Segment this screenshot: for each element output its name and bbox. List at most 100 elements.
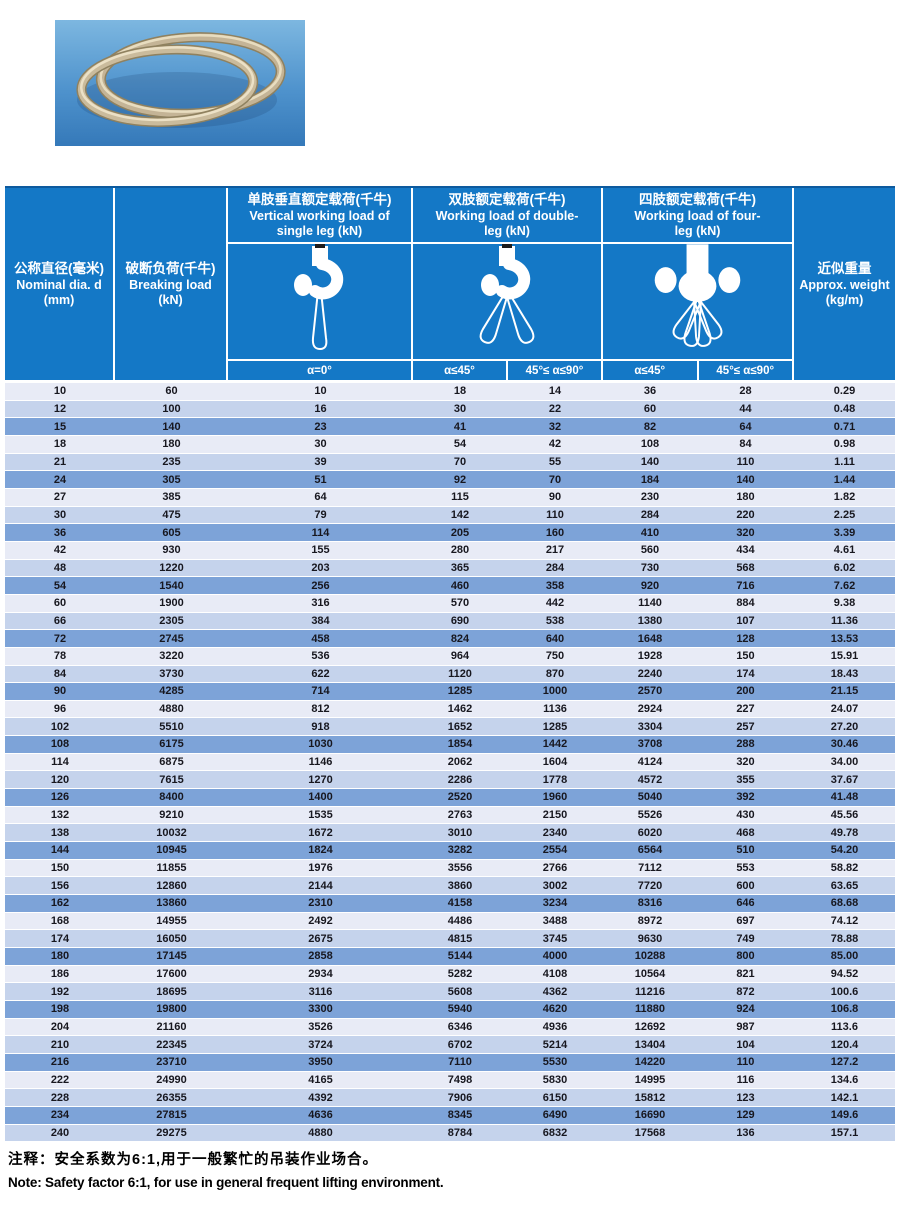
table-cell: 63.65 [830,879,859,892]
double-leg-angle-label-1: α≤45° [413,361,508,380]
table-row: 216 23710 3950 7110 5530 14220 110 127.2 [5,1053,895,1072]
table-cell: 30.46 [830,738,859,751]
table-cell: 15 [53,420,67,433]
table-cell: 168 [50,915,70,928]
table-cell: 1976 [308,862,333,875]
table-cell: 5282 [447,967,473,980]
table-row: 144 10945 1824 3282 2554 6564 510 54.20 [5,842,895,860]
table-cell: 142 [450,508,470,521]
table-cell: 18 [453,385,467,398]
table-cell: 17145 [156,950,187,963]
table-cell: 4636 [308,1109,333,1122]
four-leg-angle-label-2: 45°≤ α≤90° [716,364,775,377]
table-cell: 1000 [542,685,568,698]
table-cell: 150 [50,862,70,875]
table-cell: 3526 [308,1020,333,1033]
table-cell: 162 [50,897,70,910]
table-cell: 22345 [156,1038,187,1051]
table-row: 114 6875 1146 2062 1604 4124 320 34.00 [5,753,895,772]
table-row: 222 24990 4165 7498 5830 14995 116 134.6 [5,1071,895,1090]
table-cell: 1285 [447,685,473,698]
table-cell: 288 [736,738,755,751]
table-cell: 6832 [542,1126,568,1139]
table-cell: 605 [162,526,181,539]
table-cell: 150 [736,650,755,663]
table-cell: 96 [53,703,67,716]
table-cell: 4000 [542,950,568,963]
table-cell: 90 [548,491,562,504]
table-cell: 230 [640,491,660,504]
table-cell: 142.1 [830,1091,859,1104]
table-cell: 442 [545,597,565,610]
table-cell: 68.68 [830,897,859,910]
table-cell: 3724 [308,1038,333,1051]
table-cell: 18.43 [830,667,859,680]
table-cell: 2554 [542,844,568,857]
table-cell: 128 [736,632,755,645]
header-nominal-dia: 公称直径(毫米) Nominal dia. d (mm) [5,188,115,380]
table-row: 210 22345 3724 6702 5214 13404 104 120.4 [5,1036,895,1054]
table-cell: 216 [50,1056,70,1069]
table-row: 10 60 10 18 14 36 28 0.29 [5,383,895,401]
table-cell: 4815 [447,932,473,945]
table-cell: 1672 [308,826,333,839]
header-breaking-load-en: Breaking load [129,278,212,292]
table-cell: 2858 [308,950,333,963]
table-cell: 234 [50,1109,70,1122]
table-cell: 3282 [447,844,473,857]
table-row: 15 140 23 41 32 82 64 0.71 [5,418,895,436]
table-cell: 198 [50,1003,70,1016]
table-cell: 3488 [542,915,568,928]
table-row: 90 4285 714 1285 1000 2570 200 21.15 [5,683,895,701]
table-cell: 54 [53,579,67,592]
table-row: 126 8400 1400 2520 1960 5040 392 41.48 [5,789,895,807]
table-row: 66 2305 384 690 538 1380 107 11.36 [5,612,895,631]
table-cell: 12 [53,402,67,415]
table-row: 228 26355 4392 7906 6150 15812 123 142.1 [5,1089,895,1107]
single-leg-angle-strip: α=0° [228,359,411,380]
table-cell: 123 [736,1091,755,1104]
table-cell: 3708 [637,738,663,751]
table-cell: 45.56 [830,809,859,822]
table-cell: 107 [736,614,755,627]
table-cell: 4880 [308,1126,333,1139]
table-cell: 72 [53,632,67,645]
table-cell: 5040 [637,791,663,804]
table-cell: 2934 [308,967,333,980]
table-cell: 930 [162,544,181,557]
table-cell: 110 [546,508,564,521]
table-cell: 3220 [159,650,184,663]
table-cell: 60 [53,597,67,610]
table-cell: 458 [311,632,330,645]
table-cell: 27 [53,491,67,504]
table-cell: 10288 [634,950,666,963]
table-cell: 132 [50,809,70,822]
table-cell: 5940 [447,1003,473,1016]
header-double-leg-en2: leg (kN) [484,224,530,238]
table-cell: 12692 [634,1020,666,1033]
double-leg-angle-strip: α≤45° 45°≤ α≤90° [413,359,601,380]
table-cell: 8316 [637,897,663,910]
table-cell: 160 [545,526,565,539]
table-row: 36 605 114 205 160 410 320 3.39 [5,524,895,542]
table-cell: 256 [311,579,330,592]
table-cell: 30 [314,438,327,451]
table-cell: 17568 [634,1126,666,1139]
table-cell: 100.6 [830,985,859,998]
table-cell: 2305 [159,614,184,627]
table-cell: 90 [53,685,67,698]
table-cell: 140 [640,455,660,468]
table-cell: 21 [53,455,67,468]
table-cell: 180 [736,491,755,504]
table-cell: 2286 [447,773,473,786]
table-cell: 690 [450,614,470,627]
header-single-leg-en2: single leg (kN) [276,224,363,238]
table-cell: 2144 [308,879,333,892]
table-cell: 210 [50,1038,70,1051]
header-approx-weight-zh: 近似重量 [817,261,872,276]
table-row: 180 17145 2858 5144 4000 10288 800 85.00 [5,948,895,966]
table-cell: 220 [736,508,755,521]
table-cell: 34.00 [830,756,859,769]
table-row: 18 180 30 54 42 108 84 0.98 [5,435,895,454]
table-cell: 27815 [156,1109,187,1122]
